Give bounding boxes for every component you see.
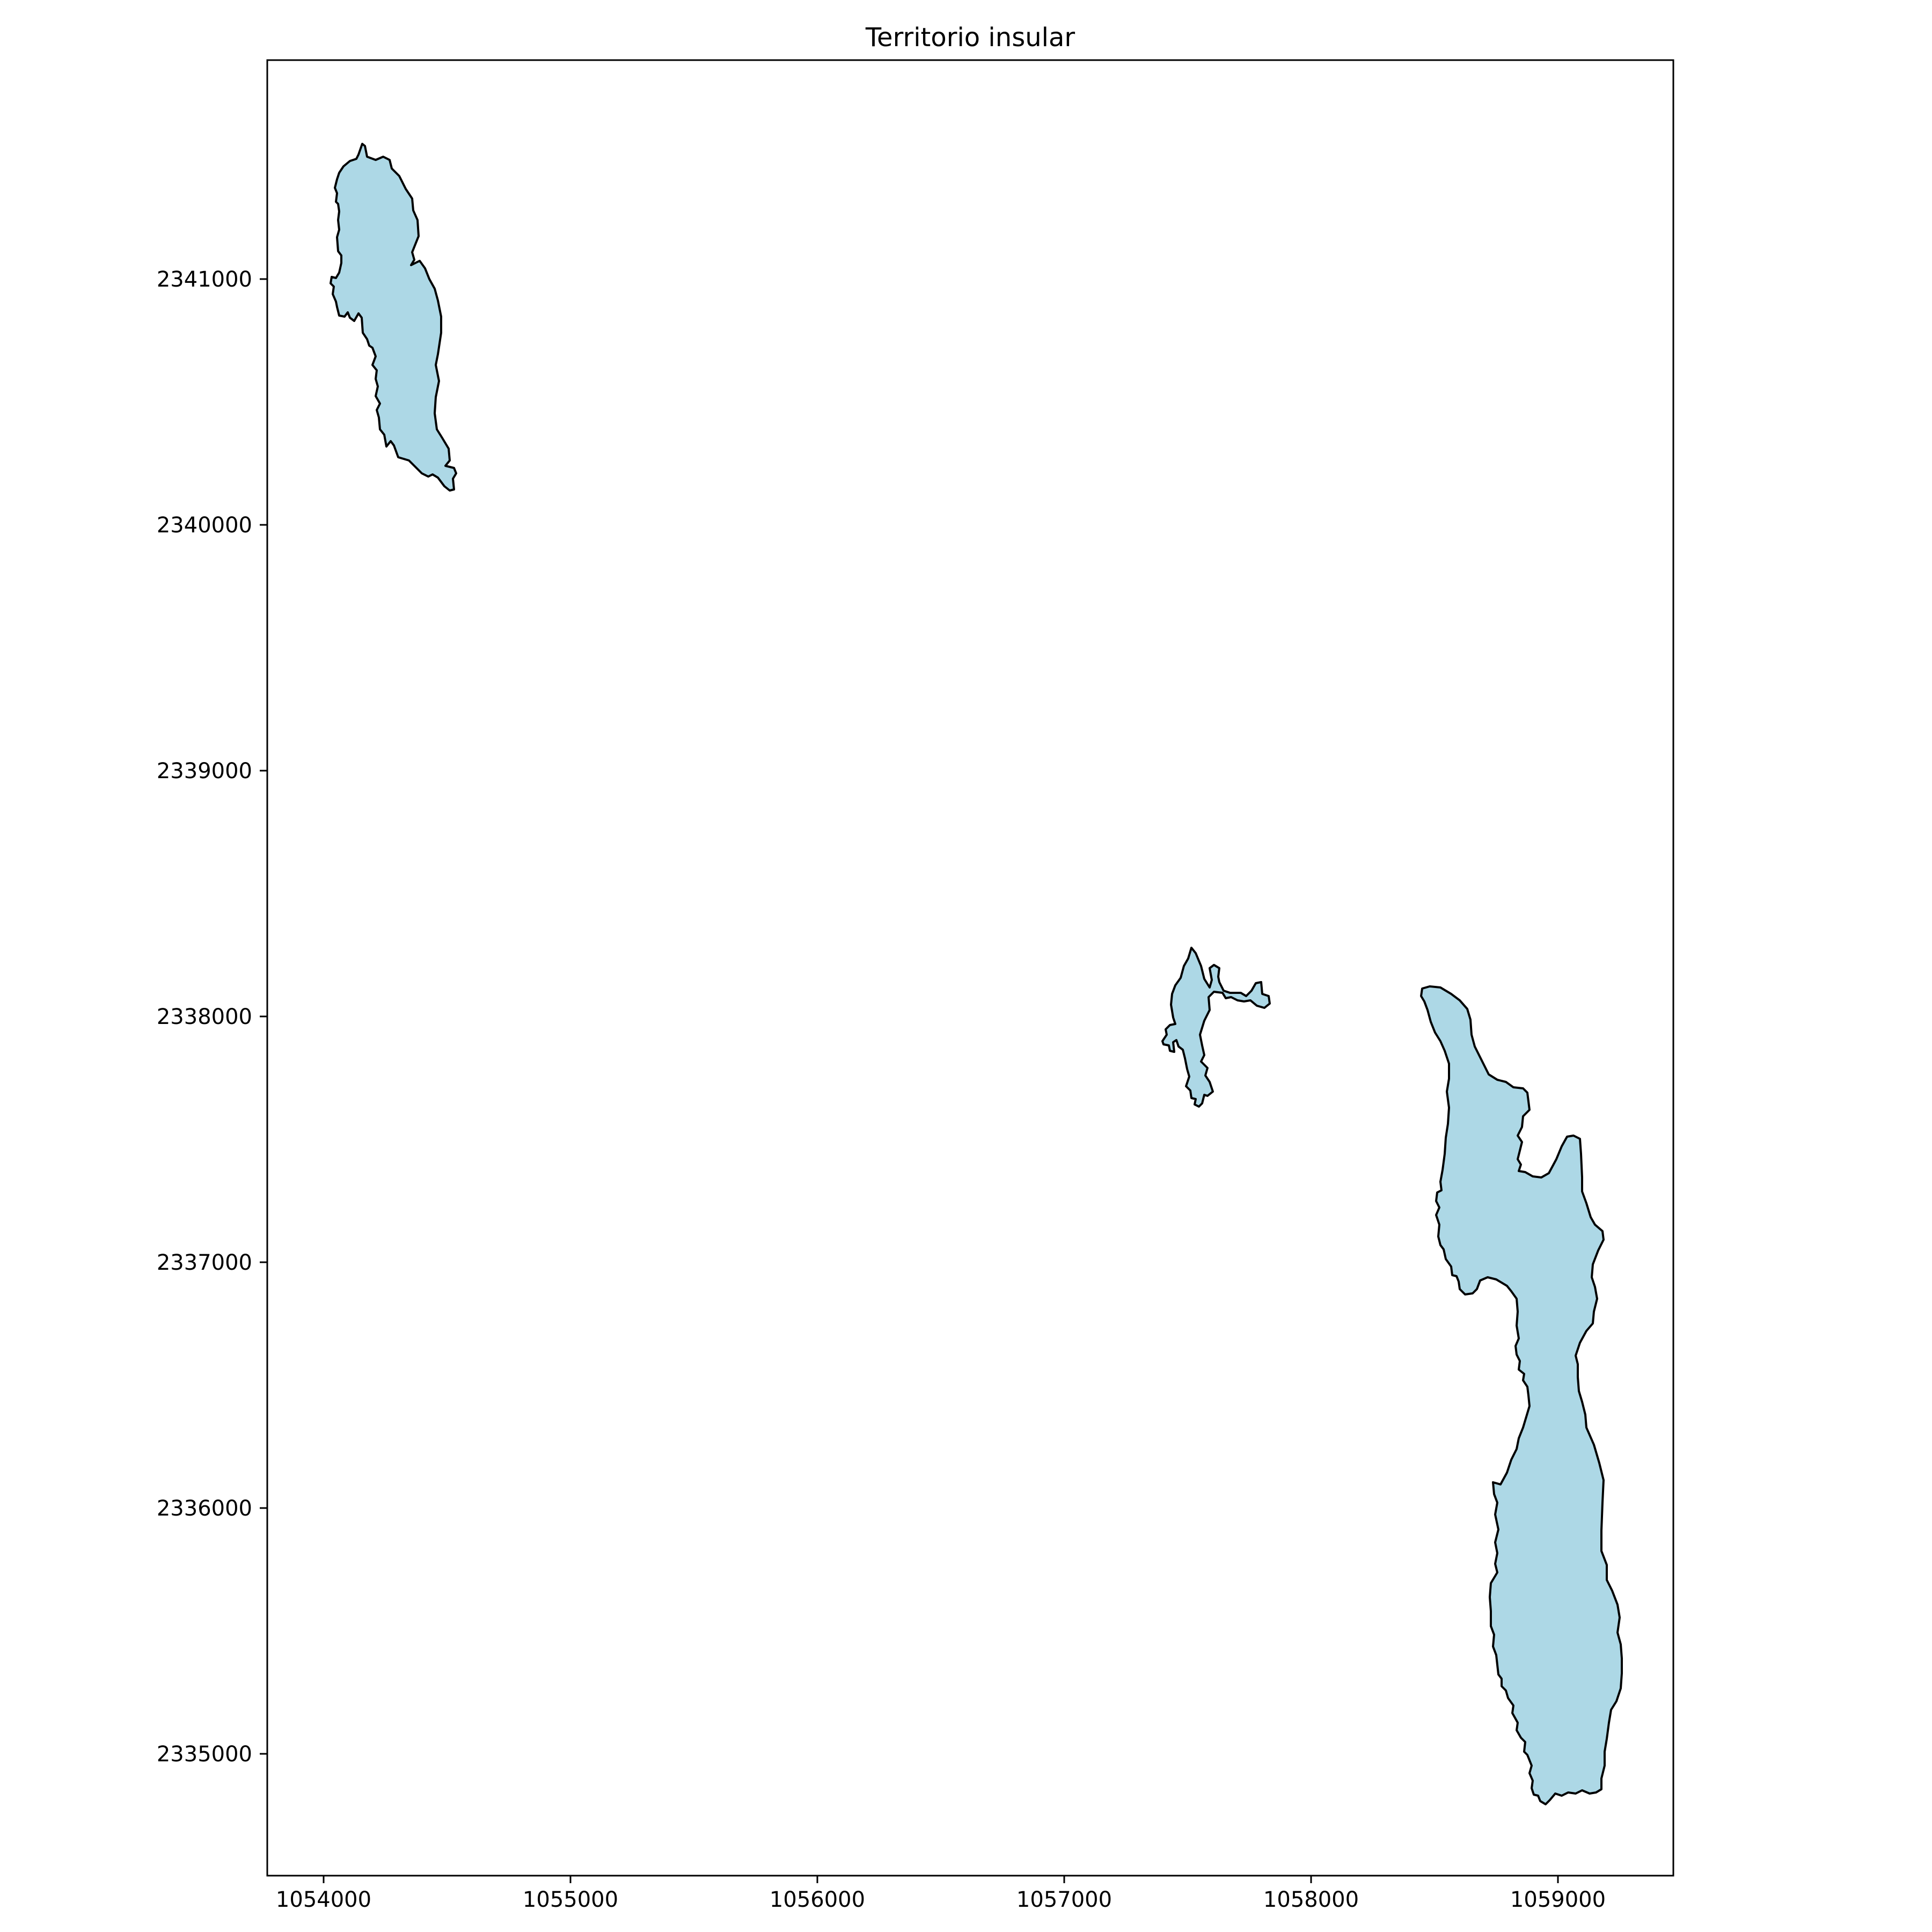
- y-tick-label: 2336000: [157, 1496, 252, 1521]
- y-axis: 2341000 2340000 2339000 2338000 2337000 …: [157, 267, 267, 1767]
- y-tick-label: 2338000: [157, 1005, 252, 1029]
- island-south: [1420, 985, 1623, 1805]
- x-tick-label: 1057000: [1016, 1887, 1112, 1912]
- y-tick-label: 2339000: [157, 759, 252, 784]
- map-title: Territorio insular: [865, 23, 1075, 53]
- plot-frame: [266, 59, 1674, 1877]
- y-tick-label: 2335000: [157, 1742, 252, 1767]
- y-tick-label: 2340000: [157, 513, 252, 538]
- x-axis: 1054000 1055000 1056000 1057000 1058000 …: [276, 1876, 1606, 1912]
- x-tick-label: 1056000: [770, 1887, 865, 1912]
- x-tick-label: 1058000: [1263, 1887, 1359, 1912]
- x-tick-label: 1055000: [523, 1887, 618, 1912]
- island-central: [1161, 947, 1271, 1108]
- x-tick-label: 1054000: [276, 1887, 371, 1912]
- y-tick-label: 2337000: [157, 1250, 252, 1275]
- y-tick-label: 2341000: [157, 267, 252, 292]
- x-tick-label: 1059000: [1510, 1887, 1606, 1912]
- island-north: [330, 143, 457, 492]
